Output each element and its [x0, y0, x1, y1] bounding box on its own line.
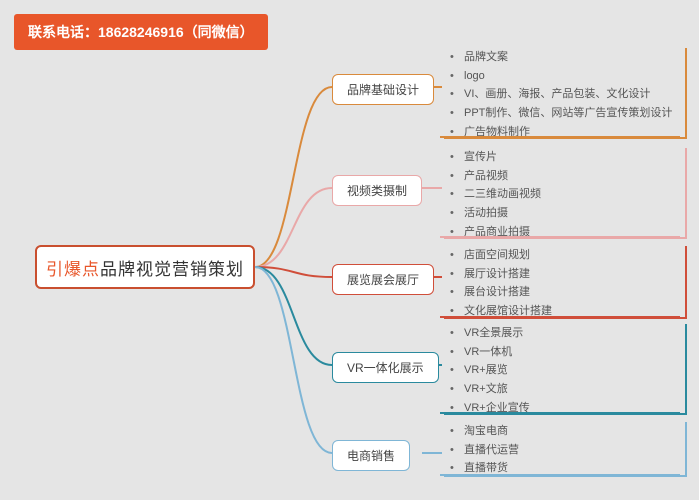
root-accent: 引爆点	[46, 255, 100, 280]
root-rest: 品牌视觉营销策划	[100, 255, 244, 280]
root-node: 引爆点品牌视觉营销策划	[35, 245, 255, 289]
items-bracket	[440, 48, 680, 138]
branch-node: 展览展会展厅	[332, 264, 434, 295]
items-bracket	[440, 246, 680, 318]
branch-node: 视频类摄制	[332, 175, 422, 206]
branch-node: 品牌基础设计	[332, 74, 434, 105]
branch-node: VR一体化展示	[332, 352, 439, 383]
contact-bar: 联系电话：18628246916（同微信）	[14, 14, 268, 50]
branch-node: 电商销售	[332, 440, 410, 471]
items-bracket	[440, 148, 680, 238]
items-bracket	[440, 324, 680, 414]
items-bracket	[440, 422, 680, 476]
